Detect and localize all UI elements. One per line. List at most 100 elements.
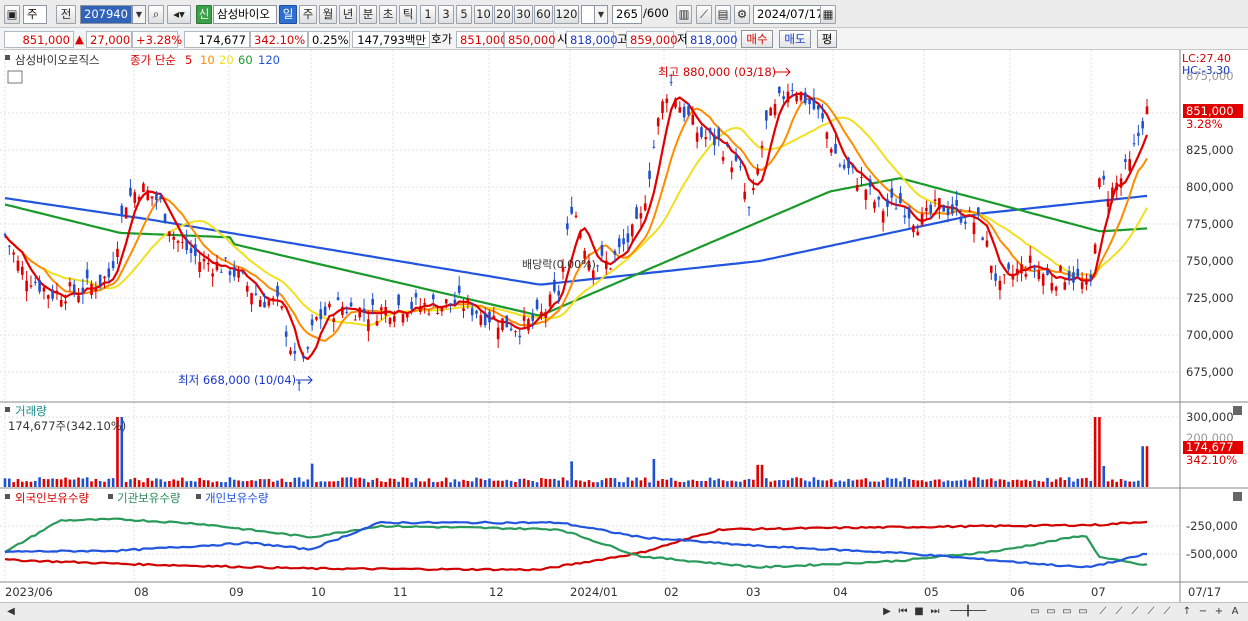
volume-bar <box>808 481 811 487</box>
chart-type-icon[interactable]: ▥ <box>676 5 692 24</box>
draw-line-icon-3[interactable]: ⟋ <box>1131 606 1139 617</box>
draw-line-icon-5[interactable]: ⟋ <box>1163 606 1171 617</box>
zoom-in-icon[interactable]: + <box>1214 606 1224 617</box>
volume-bar <box>354 478 357 487</box>
count-60-button[interactable]: 60 <box>534 5 553 24</box>
candle-body <box>202 258 206 262</box>
main-toolbar: ▣ 주 전 207940 ▼ ⌕ ◂▾ 신 삼성바이오 일 주 월 년 분 초 … <box>0 0 1248 28</box>
save-icon[interactable]: ▤ <box>715 5 731 24</box>
search-icon[interactable]: ⌕ <box>148 5 164 24</box>
tab-tick[interactable]: 틱 <box>399 5 417 24</box>
buy-button[interactable]: 매수 <box>741 30 773 48</box>
draw-line-icon-2[interactable]: ⟋ <box>1115 606 1123 617</box>
candle-body <box>799 91 803 101</box>
layout-icon-1[interactable]: ▭ <box>1030 606 1040 617</box>
font-size-icon[interactable]: A <box>1231 606 1239 617</box>
volume-bar <box>479 478 483 487</box>
stop-icon[interactable]: ■ <box>914 606 924 617</box>
volume-bar <box>345 477 349 487</box>
volume-bar <box>985 479 989 487</box>
candle-body <box>816 105 820 110</box>
tab-second[interactable]: 초 <box>379 5 397 24</box>
volume-bar <box>847 478 850 487</box>
candle-body <box>583 250 586 259</box>
volume-bar <box>1067 477 1071 487</box>
volume-bar <box>397 481 400 487</box>
candle-body <box>133 192 137 203</box>
candle-body <box>1080 282 1084 289</box>
display-count-input[interactable]: 265 <box>612 5 642 24</box>
period-type-select[interactable]: 주 <box>23 5 47 24</box>
volume-bar <box>33 480 37 487</box>
sell-button[interactable]: 매도 <box>779 30 811 48</box>
volume-bar <box>579 480 582 487</box>
chart-area[interactable]: 850,000825,000800,000775,000750,000725,0… <box>0 50 1248 602</box>
candle-body <box>786 91 790 103</box>
candle-body <box>855 185 859 191</box>
zoom-out-icon[interactable]: − <box>1198 606 1208 617</box>
tab-day[interactable]: 일 <box>279 5 297 24</box>
zoom-slider[interactable]: ───╂─── <box>950 606 986 617</box>
up-arrow-tool-icon[interactable]: ↑ <box>1182 606 1192 617</box>
volume-bar <box>453 479 457 487</box>
volume-bar <box>1076 478 1080 487</box>
layout-icon-2[interactable]: ▭ <box>1046 606 1056 617</box>
window-menu-icon[interactable]: ▣ <box>4 5 20 24</box>
volume-bar <box>3 478 7 487</box>
candle-body <box>1093 244 1097 254</box>
volume-bar <box>449 482 452 487</box>
draw-line-icon-4[interactable]: ⟋ <box>1147 606 1155 617</box>
tab-month[interactable]: 월 <box>319 5 337 24</box>
volume-tag-box <box>1183 441 1243 454</box>
settings-gear-icon[interactable]: ⚙ <box>734 5 750 24</box>
volume-bar <box>393 478 396 487</box>
volume-bar <box>1059 477 1062 487</box>
volume-bar <box>769 481 772 487</box>
evaluate-button[interactable]: 평 <box>817 30 837 48</box>
calendar-icon[interactable]: ▦ <box>820 5 836 24</box>
volume-bar <box>475 477 478 487</box>
count-20-button[interactable]: 20 <box>494 5 513 24</box>
tab-week[interactable]: 주 <box>299 5 317 24</box>
count-dropdown-icon[interactable]: ▼ <box>594 5 608 24</box>
x-axis-label: 02 <box>664 585 679 599</box>
candle-body <box>592 270 595 279</box>
volume-bar <box>427 478 431 487</box>
count-30-button[interactable]: 30 <box>514 5 533 24</box>
stock-code-input[interactable]: 207940 <box>80 5 132 24</box>
count-120-button[interactable]: 120 <box>554 5 579 24</box>
volume-bar <box>790 478 794 487</box>
layout-icon-4[interactable]: ▭ <box>1078 606 1088 617</box>
prev-button[interactable]: 전 <box>56 5 76 24</box>
count-1-button[interactable]: 1 <box>420 5 436 24</box>
tab-minute[interactable]: 분 <box>359 5 377 24</box>
draw-line-icon-1[interactable]: ⟋ <box>1099 606 1107 617</box>
code-dropdown-icon[interactable]: ▼ <box>132 5 146 24</box>
sound-icon[interactable]: ◂▾ <box>167 5 191 24</box>
scroll-left-icon[interactable]: ◀ <box>7 606 15 617</box>
candle-body <box>1072 272 1075 283</box>
candle-body <box>877 196 881 200</box>
volume-bar <box>708 477 712 487</box>
x-axis-label: 2024/01 <box>570 585 618 599</box>
candle-body <box>1024 273 1028 277</box>
volume-bar <box>284 481 288 487</box>
layout-icon-3[interactable]: ▭ <box>1062 606 1072 617</box>
new-button[interactable]: 신 <box>196 5 212 24</box>
candle-body <box>263 301 266 308</box>
rewind-icon[interactable]: ⏮ <box>898 606 908 617</box>
candle-body <box>219 271 223 273</box>
count-5-button[interactable]: 5 <box>456 5 472 24</box>
draw-tool-icon[interactable]: ⟋ <box>696 5 712 24</box>
count-3-button[interactable]: 3 <box>438 5 454 24</box>
count-10-button[interactable]: 10 <box>474 5 493 24</box>
scroll-right-icon[interactable]: ▶ <box>883 606 891 617</box>
date-input[interactable]: 2024/07/17 <box>753 5 821 24</box>
candle-body <box>444 299 448 304</box>
fast-forward-icon[interactable]: ⏭ <box>930 606 940 617</box>
volume-bar <box>842 481 846 487</box>
volume-bar <box>570 461 573 487</box>
tab-year[interactable]: 년 <box>339 5 357 24</box>
candle-body <box>894 208 898 210</box>
volume-bar <box>1145 446 1149 487</box>
